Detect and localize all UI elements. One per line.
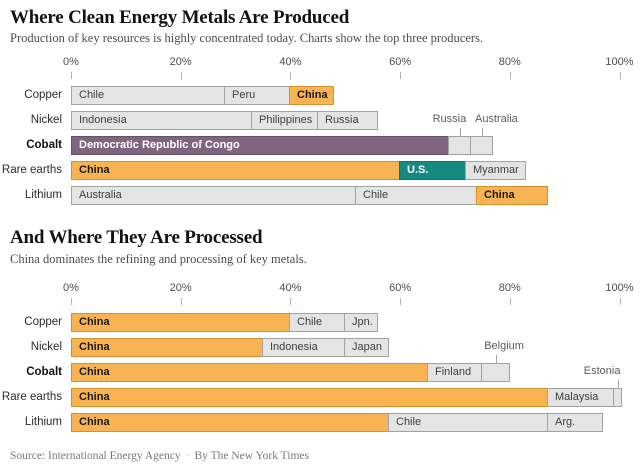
row-label-cobalt: Cobalt [26,366,62,378]
axis-tick-80-pct [510,72,511,79]
bar-segment-copper-china: China [71,313,290,332]
axis-tick-0-pct [71,72,72,79]
leader-line-estonia [618,380,619,388]
byline-text: By The New York Times [194,450,309,462]
callout-label-russia: Russia [432,113,467,125]
row-label-lithium: Lithium [24,416,62,428]
bar-segment-cobalt-finland: Finland [427,363,482,382]
bar-segment-copper-chile: Chile [71,86,225,105]
row-label-copper: Copper [24,316,62,328]
source-byline: Source: International Energy Agency · By T… [10,450,309,462]
bar-segment-nickel-china: China [71,338,263,357]
row-label-nickel: Nickel [30,114,62,126]
bar-segment-cobalt-democratic-republic-of-congo: Democratic Republic of Congo [71,136,449,155]
bar-segment-lithium-australia: Australia [71,186,356,205]
bar-segment-rare-earths-china: China [71,161,400,180]
axis-label-80-pct: 80% [498,282,521,294]
axis-tick-40-pct [290,298,291,305]
bar-segment-copper-jpn: Jpn. [344,313,378,332]
bar-segment-nickel-philippines: Philippines [251,111,318,130]
bar-segment-rare-earths-estonia [613,388,622,407]
row-label-rare-earths: Rare earths [1,164,62,176]
bar-segment-nickel-indonesia: Indonesia [71,111,252,130]
bar-segment-lithium-chile: Chile [355,186,477,205]
bar-segment-cobalt-russia [448,136,471,155]
bar-segment-cobalt-china: China [71,363,428,382]
axis-label-100-pct: 100% [605,282,634,294]
axis-label-60-pct: 60% [389,282,412,294]
bar-segment-lithium-arg: Arg. [547,413,603,432]
bar-segment-rare-earths-malaysia: Malaysia [547,388,614,407]
bar-segment-lithium-china: China [476,186,548,205]
bar-segment-rare-earths-u-s: U.S. [399,161,466,180]
leader-line-russia [460,128,461,136]
bar-segment-lithium-chile: Chile [388,413,548,432]
row-label-cobalt: Cobalt [26,139,62,151]
bar-segment-copper-china: China [289,86,334,105]
bar-segment-cobalt-australia [470,136,493,155]
axis-tick-0-pct [71,298,72,305]
bar-segment-rare-earths-myanmar: Myanmar [465,161,526,180]
row-label-nickel: Nickel [30,341,62,353]
axis-tick-20-pct [181,72,182,79]
axis-tick-60-pct [400,72,401,79]
bar-segment-nickel-indonesia: Indonesia [262,338,345,357]
axis-label-60-pct: 60% [389,56,412,68]
callout-label-estonia: Estonia [583,365,621,377]
axis-label-40-pct: 40% [279,282,302,294]
axis-label-0-pct: 0% [63,282,79,294]
axis-tick-100-pct [620,298,621,305]
axis-label-20-pct: 20% [169,282,192,294]
leader-line-belgium [496,355,497,363]
produced-chart-plot: 0% 20% 40% 60% 80% 100% Copper Chile Peru China Ni… [0,56,640,206]
processed-chart-title: And Where They Are Processed [10,227,263,248]
bar-segment-copper-chile: Chile [289,313,345,332]
source-text: Source: International Energy Agency [10,450,181,462]
axis-label-20-pct: 20% [169,56,192,68]
bar-segment-copper-peru: Peru [224,86,290,105]
produced-chart-title: Where Clean Energy Metals Are Produced [10,7,350,28]
processed-chart-subtitle: China dominates the refining and process… [10,252,307,266]
axis-label-80-pct: 80% [498,56,521,68]
bar-segment-lithium-china: China [71,413,389,432]
callout-label-australia: Australia [474,113,518,125]
axis-label-100-pct: 100% [605,56,634,68]
axis-tick-40-pct [290,72,291,79]
leader-line-australia [482,128,483,136]
axis-label-40-pct: 40% [279,56,302,68]
bar-segment-nickel-japan: Japan [344,338,389,357]
callout-label-belgium: Belgium [484,340,524,352]
axis-label-0-pct: 0% [63,56,79,68]
axis-tick-20-pct [181,298,182,305]
row-label-rare-earths: Rare earths [1,391,62,403]
bar-segment-rare-earths-china: China [71,388,548,407]
row-label-copper: Copper [24,89,62,101]
axis-tick-100-pct [620,72,621,79]
bar-segment-cobalt-belgium [481,363,510,382]
produced-chart-subtitle: Production of key resources is highly co… [10,31,484,45]
footer-separator: · [185,450,190,462]
axis-tick-80-pct [510,298,511,305]
bar-segment-nickel-russia: Russia [317,111,378,130]
axis-tick-60-pct [400,298,401,305]
row-label-lithium: Lithium [24,189,62,201]
processed-chart-plot: 0% 20% 40% 60% 80% 100% Copper China Chile Jpn. Ni… [0,282,640,432]
